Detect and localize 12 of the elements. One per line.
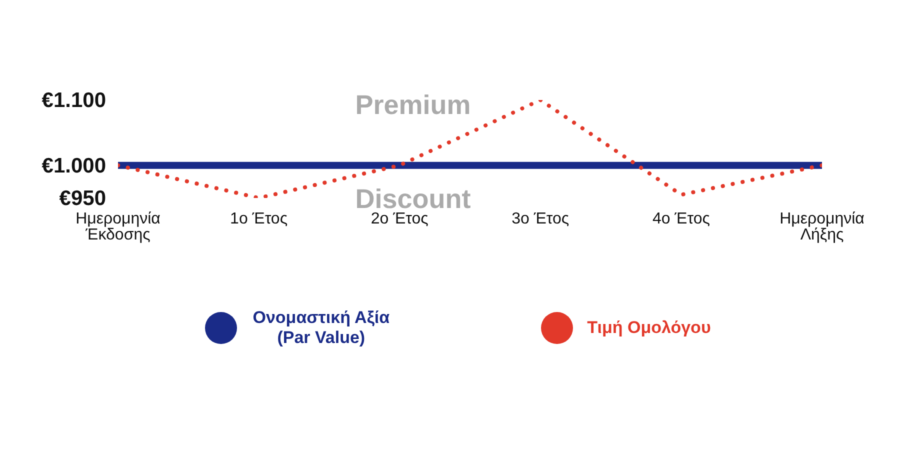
y-tick-label: €1.000 xyxy=(42,154,106,178)
x-tick-label: 4ο Έτος xyxy=(652,210,710,228)
x-tick-label: 3ο Έτος xyxy=(512,210,570,228)
legend-label: Τιμή Ομολόγου xyxy=(587,318,711,338)
x-tick-label: 1ο Έτος xyxy=(230,210,288,228)
x-tick-label: Ημερομηνία Έκδοσης xyxy=(76,210,160,244)
annotation: Premium xyxy=(354,90,472,121)
x-tick-label: 2ο Έτος xyxy=(370,210,429,228)
y-tick-label: €1.100 xyxy=(42,89,106,112)
y-tick-label: €950 xyxy=(59,187,106,210)
x-tick-label: Ημερομηνία Λήξης xyxy=(780,210,864,244)
legend-label: Ονομαστική Αξία (Par Value) xyxy=(252,308,391,348)
